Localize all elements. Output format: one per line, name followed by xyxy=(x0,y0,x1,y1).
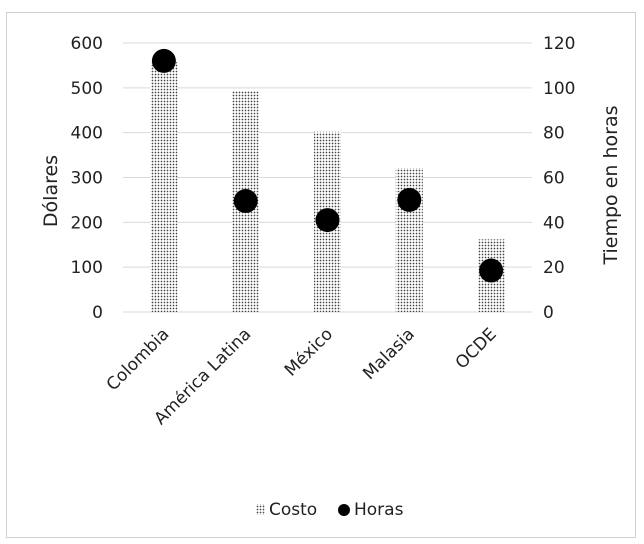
category-label: OCDE xyxy=(452,324,501,373)
legend-label-costo: Costo xyxy=(269,500,317,520)
category-label: Malasia xyxy=(359,324,419,384)
chart-frame: 0 100 200 300 400 500 600 0 20 40 60 80 100 120 Colo… xyxy=(6,12,636,538)
right-tick-label: 120 xyxy=(543,34,575,54)
right-tick-label: 0 xyxy=(543,303,554,323)
right-tick-label: 60 xyxy=(543,169,565,189)
marker-horas xyxy=(397,187,422,212)
marker-horas xyxy=(315,208,340,233)
legend: Costo Horas xyxy=(256,500,404,520)
left-tick-label: 500 xyxy=(71,79,103,99)
left-axis-ticks: 0 100 200 300 400 500 600 xyxy=(71,34,103,323)
left-tick-label: 200 xyxy=(71,213,103,233)
left-tick-label: 600 xyxy=(71,34,103,54)
left-tick-label: 100 xyxy=(71,258,103,278)
left-tick-label: 400 xyxy=(71,124,103,144)
bar-costo xyxy=(150,62,178,312)
marker-horas xyxy=(233,189,258,214)
legend-swatch-costo xyxy=(256,504,265,515)
left-tick-label: 300 xyxy=(71,169,103,189)
bars xyxy=(150,62,505,312)
legend-label-horas: Horas xyxy=(354,500,404,520)
right-tick-label: 20 xyxy=(543,258,565,278)
right-tick-label: 80 xyxy=(543,124,565,144)
right-tick-label: 40 xyxy=(543,213,565,233)
right-axis-ticks: 0 20 40 60 80 100 120 xyxy=(543,34,575,323)
marker-horas xyxy=(151,48,176,73)
left-tick-label: 0 xyxy=(92,303,103,323)
right-axis-title: Tiempo en horas xyxy=(600,105,622,265)
category-label: Colombia xyxy=(103,324,174,395)
chart-svg: 0 100 200 300 400 500 600 0 20 40 60 80 100 120 Colo… xyxy=(40,34,622,520)
markers xyxy=(151,48,504,283)
legend-marker-horas xyxy=(338,504,350,516)
left-axis-title: Dólares xyxy=(40,155,62,227)
category-label: México xyxy=(281,324,337,380)
marker-horas xyxy=(479,258,504,283)
right-tick-label: 100 xyxy=(543,79,575,99)
